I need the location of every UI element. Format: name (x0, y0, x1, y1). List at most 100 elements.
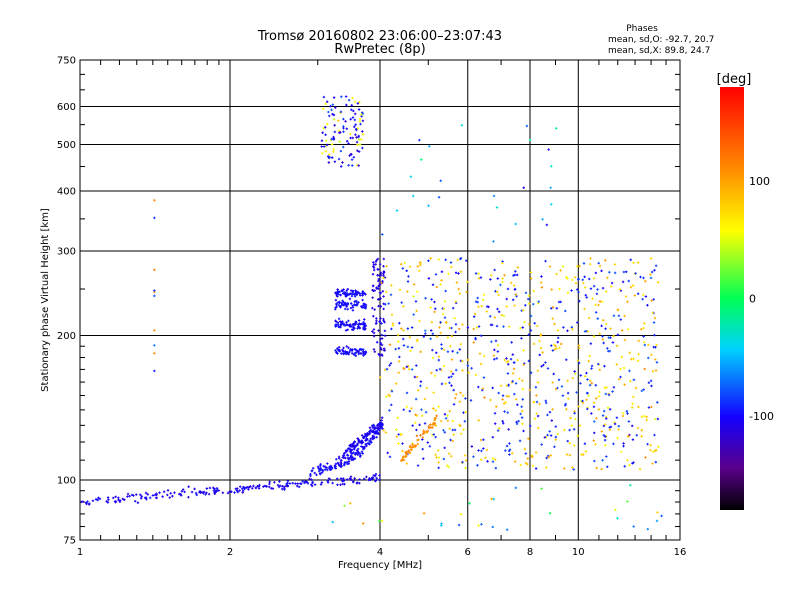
data-point (643, 415, 645, 417)
data-point (595, 397, 597, 399)
data-point (508, 442, 510, 444)
data-point (507, 372, 509, 374)
data-point (437, 449, 439, 451)
data-point (549, 512, 551, 514)
data-point (361, 130, 363, 132)
data-point (614, 509, 616, 511)
data-point (650, 406, 652, 408)
data-point (597, 304, 599, 306)
data-point (444, 259, 446, 261)
data-point (506, 445, 508, 447)
data-point (493, 195, 495, 197)
data-point (342, 146, 344, 148)
data-point (621, 356, 623, 358)
data-point (651, 271, 653, 273)
data-point (403, 459, 405, 461)
data-point (649, 449, 651, 451)
data-point (434, 375, 436, 377)
data-point (544, 361, 546, 363)
data-point (377, 329, 379, 331)
data-point (398, 360, 400, 362)
colorbar-unit: [deg] (717, 72, 752, 87)
data-point (551, 381, 553, 383)
data-point (618, 315, 620, 317)
data-point (338, 456, 340, 458)
data-point (652, 370, 654, 372)
data-point (508, 453, 510, 455)
data-point (542, 351, 544, 353)
data-point (608, 336, 610, 338)
data-point (567, 380, 569, 382)
data-point (227, 492, 229, 494)
x-tick-label: 2 (227, 547, 233, 558)
data-point (494, 458, 496, 460)
data-point (403, 262, 405, 264)
data-point (402, 338, 404, 340)
data-point (381, 417, 383, 419)
data-point (375, 320, 377, 322)
data-point (497, 294, 499, 296)
data-point (386, 452, 388, 454)
data-point (342, 127, 344, 129)
data-point (655, 344, 657, 346)
data-point (321, 140, 323, 142)
data-point (342, 118, 344, 120)
data-point (604, 439, 606, 441)
data-point (396, 209, 398, 211)
data-point (594, 443, 596, 445)
data-point (501, 281, 503, 283)
data-point (637, 427, 639, 429)
data-point (440, 279, 442, 281)
data-point (440, 180, 442, 182)
data-point (477, 449, 479, 451)
data-point (376, 274, 378, 276)
data-point (470, 399, 472, 401)
data-point (602, 287, 604, 289)
data-point (456, 351, 458, 353)
data-point (484, 457, 486, 459)
data-point (580, 374, 582, 376)
data-point (502, 325, 504, 327)
data-point (545, 466, 547, 468)
data-point (555, 273, 557, 275)
data-point (551, 408, 553, 410)
data-point (513, 393, 515, 395)
data-point (575, 391, 577, 393)
data-point (338, 140, 340, 142)
data-point (573, 428, 575, 430)
data-point (557, 337, 559, 339)
data-point (464, 420, 466, 422)
data-point (153, 352, 155, 354)
data-point (642, 327, 644, 329)
data-point (418, 424, 420, 426)
data-point (506, 305, 508, 307)
data-point (654, 358, 656, 360)
data-point (503, 274, 505, 276)
data-point (599, 369, 601, 371)
data-point (493, 354, 495, 356)
data-point (462, 394, 464, 396)
data-point (349, 502, 351, 504)
data-point (347, 164, 349, 166)
data-point (606, 277, 608, 279)
data-point (385, 265, 387, 267)
data-point (514, 223, 516, 225)
data-point (643, 341, 645, 343)
data-point (371, 307, 373, 309)
data-point (332, 148, 334, 150)
data-point (550, 454, 552, 456)
data-point (591, 297, 593, 299)
data-point (626, 412, 628, 414)
data-point (400, 327, 402, 329)
data-point (660, 515, 662, 517)
data-point (641, 390, 643, 392)
data-point (563, 429, 565, 431)
data-point (447, 336, 449, 338)
data-point (354, 119, 356, 121)
data-point (416, 376, 418, 378)
data-point (427, 260, 429, 262)
data-point (426, 387, 428, 389)
data-point (489, 278, 491, 280)
chart-subtitle: RwPretec (8p) (334, 42, 425, 57)
data-point (480, 335, 482, 337)
